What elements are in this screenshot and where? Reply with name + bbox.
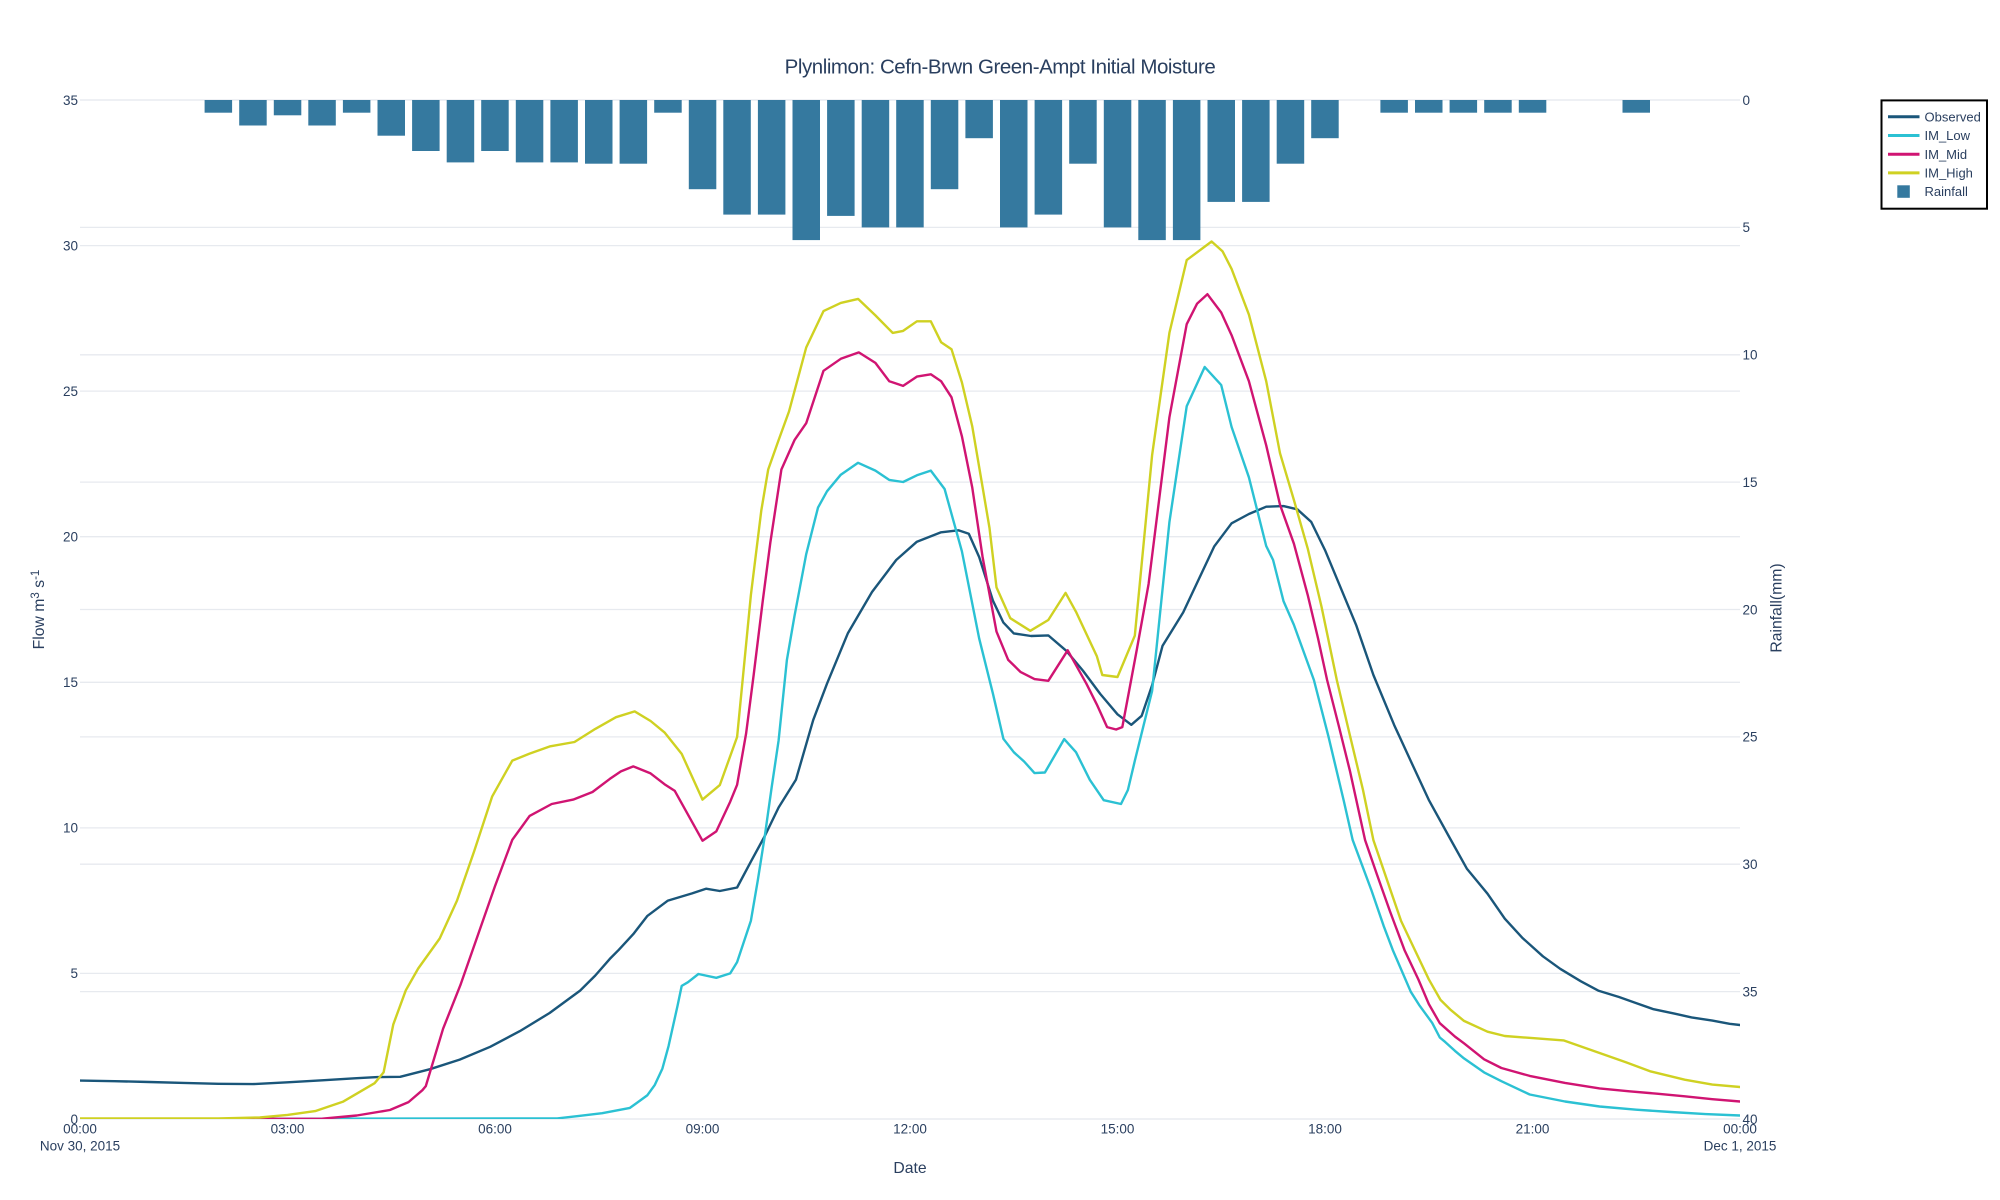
svg-text:30: 30 — [63, 238, 78, 253]
svg-text:25: 25 — [1743, 730, 1758, 745]
svg-text:18:00: 18:00 — [1308, 1121, 1342, 1136]
svg-text:IM_Low: IM_Low — [1925, 128, 1971, 143]
svg-text:35: 35 — [63, 93, 78, 108]
svg-text:Rainfall: Rainfall — [1925, 184, 1968, 199]
svg-text:20: 20 — [63, 530, 78, 545]
svg-text:40: 40 — [1743, 1112, 1758, 1127]
svg-text:0: 0 — [1743, 93, 1751, 108]
svg-text:21:00: 21:00 — [1516, 1121, 1550, 1136]
svg-text:0: 0 — [70, 1112, 78, 1127]
svg-text:15: 15 — [1743, 475, 1758, 490]
svg-text:10: 10 — [1743, 348, 1758, 363]
svg-text:Plynlimon: Cefn-Brwn Green-Amp: Plynlimon: Cefn-Brwn Green-Ampt Initial … — [785, 56, 1216, 79]
svg-text:35: 35 — [1743, 984, 1758, 999]
svg-text:10: 10 — [63, 821, 78, 836]
svg-text:30: 30 — [1743, 857, 1758, 872]
svg-text:5: 5 — [70, 966, 78, 981]
svg-text:25: 25 — [63, 384, 78, 399]
svg-text:09:00: 09:00 — [686, 1121, 720, 1136]
svg-text:Nov 30, 2015: Nov 30, 2015 — [40, 1139, 120, 1154]
svg-text:15:00: 15:00 — [1101, 1121, 1135, 1136]
svg-text:Rainfall(mm): Rainfall(mm) — [1769, 563, 1786, 652]
svg-text:IM_High: IM_High — [1925, 166, 1973, 181]
svg-text:12:00: 12:00 — [893, 1121, 927, 1136]
svg-text:15: 15 — [63, 675, 78, 690]
svg-text:20: 20 — [1743, 602, 1758, 617]
svg-text:Observed: Observed — [1925, 109, 1981, 124]
svg-text:Flow m3 s-1: Flow m3 s-1 — [30, 570, 48, 650]
svg-text:Date: Date — [893, 1160, 927, 1177]
svg-text:03:00: 03:00 — [271, 1121, 305, 1136]
svg-text:00:00: 00:00 — [63, 1121, 97, 1136]
svg-text:IM_Mid: IM_Mid — [1925, 147, 1968, 162]
svg-text:Dec 1, 2015: Dec 1, 2015 — [1704, 1139, 1777, 1154]
svg-text:00:00: 00:00 — [1723, 1121, 1757, 1136]
svg-text:5: 5 — [1743, 220, 1751, 235]
svg-text:06:00: 06:00 — [478, 1121, 512, 1136]
